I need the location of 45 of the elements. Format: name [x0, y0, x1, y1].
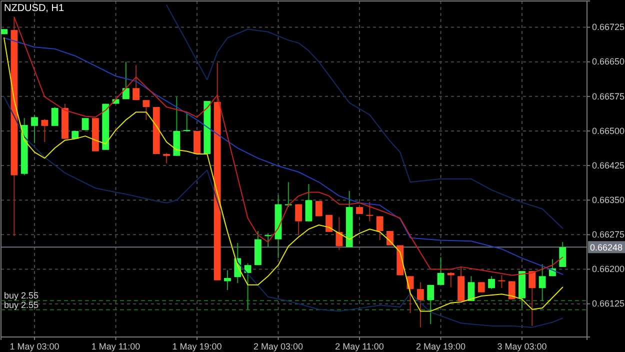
- ref-line-label: buy 2.55: [4, 290, 39, 301]
- x-tick-label: 2 May 19:00: [416, 341, 466, 352]
- y-tick-label: 0.66500: [592, 126, 625, 136]
- y-tick-label: 0.66200: [592, 264, 625, 274]
- candlestick: [315, 200, 322, 217]
- candlestick: [132, 64, 140, 101]
- candlestick: [305, 183, 312, 222]
- candlestick: [142, 100, 150, 120]
- y-tick-label: 0.66575: [592, 91, 625, 102]
- candlestick: [163, 152, 170, 164]
- candlestick: [264, 232, 272, 248]
- chart-title: NZDUSD, H1: [4, 3, 64, 14]
- candlestick: [295, 204, 302, 236]
- candlestick: [376, 216, 384, 241]
- candlestick: [31, 114, 38, 144]
- x-tick-label: 3 May 03:00: [497, 341, 547, 352]
- x-tick-label: 2 May 11:00: [335, 341, 384, 352]
- candlestick: [122, 61, 130, 100]
- x-tick-label: 1 May 11:00: [91, 341, 140, 352]
- x-tick-label: 1 May 03:00: [10, 341, 60, 352]
- candlestick: [41, 118, 48, 143]
- candlestick: [336, 216, 343, 250]
- x-tick-label: 1 May 19:00: [172, 341, 222, 352]
- candlestick: [416, 282, 424, 328]
- candlestick: [498, 274, 506, 289]
- candlestick: [366, 201, 374, 222]
- candlestick: [559, 242, 566, 268]
- ref-line-label: 0.66248: [590, 242, 623, 253]
- x-tick-label: 2 May 03:00: [253, 341, 304, 352]
- candlestick: [427, 284, 434, 325]
- candlestick: [437, 256, 444, 286]
- ref-line-label: buy 2.55: [4, 300, 39, 310]
- candlestick: [183, 112, 190, 132]
- y-tick-label: 0.66275: [592, 230, 625, 240]
- candlestick: [478, 282, 485, 293]
- candlestick: [538, 264, 546, 302]
- candlestick: [528, 270, 536, 326]
- y-tick-label: 0.66125: [592, 298, 625, 309]
- y-tick-label: 0.66650: [592, 56, 625, 67]
- y-tick-label: 0.66350: [592, 194, 625, 205]
- y-tick-label: 0.66725: [592, 22, 625, 32]
- candlestick: [488, 276, 495, 290]
- candlestick: [51, 106, 58, 126]
- y-tick-label: 0.66425: [592, 160, 625, 170]
- candlestick: [224, 270, 231, 290]
